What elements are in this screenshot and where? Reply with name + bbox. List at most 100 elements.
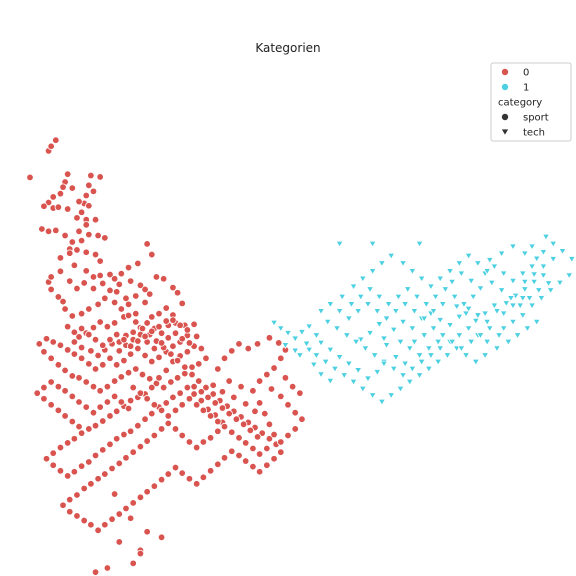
point-sport-224 — [130, 449, 137, 456]
point-tech-158 — [533, 319, 540, 325]
point-sport-91 — [146, 291, 153, 298]
point-tech-191 — [557, 280, 564, 286]
point-sport-309 — [135, 338, 142, 345]
point-sport-196 — [113, 435, 120, 442]
point-tech-182 — [472, 318, 479, 324]
point-tech-177 — [336, 355, 343, 361]
point-sport-135 — [64, 347, 71, 354]
point-tech-88 — [447, 269, 454, 275]
point-sport-383 — [34, 390, 41, 397]
point-sport-181 — [78, 430, 85, 437]
point-sport-104 — [95, 352, 102, 359]
point-sport-70 — [95, 301, 102, 308]
point-tech-10 — [296, 353, 303, 359]
point-sport-345 — [236, 434, 243, 441]
point-sport-295 — [151, 345, 158, 352]
point-sport-27 — [83, 222, 90, 229]
point-sport-219 — [165, 420, 172, 427]
point-tech-49 — [529, 264, 536, 270]
point-tech-53 — [521, 251, 528, 257]
point-tech-51 — [498, 251, 505, 257]
point-sport-50 — [111, 275, 118, 282]
point-sport-334 — [158, 407, 165, 414]
point-tech-181 — [463, 311, 470, 317]
point-sport-229 — [95, 475, 102, 482]
point-sport-96 — [104, 323, 111, 330]
point-sport-328 — [219, 388, 226, 395]
point-tech-48 — [519, 271, 526, 277]
point-tech-85 — [418, 276, 425, 282]
point-sport-406 — [299, 416, 306, 423]
point-tech-96 — [411, 309, 418, 315]
point-tech-54 — [533, 256, 540, 262]
point-sport-192 — [86, 459, 93, 466]
point-sport-246 — [144, 488, 151, 495]
point-sport-48 — [97, 272, 104, 279]
point-tech-60 — [458, 271, 465, 277]
point-sport-253 — [193, 481, 200, 488]
point-sport-342 — [215, 418, 222, 425]
point-tech-45 — [491, 264, 498, 270]
point-sport-240 — [102, 521, 109, 528]
point-sport-87 — [116, 281, 123, 288]
point-sport-152 — [125, 369, 132, 376]
point-tech-183 — [482, 311, 489, 317]
point-tech-83 — [400, 261, 407, 267]
point-tech-21 — [400, 319, 407, 325]
point-sport-411 — [266, 421, 273, 428]
point-tech-128 — [463, 353, 470, 359]
point-tech-147 — [430, 326, 437, 332]
point-sport-364 — [158, 534, 165, 541]
point-sport-150 — [111, 378, 118, 385]
point-sport-183 — [64, 440, 71, 447]
point-sport-43 — [66, 250, 73, 257]
point-sport-6 — [60, 184, 67, 191]
point-tech-153 — [486, 326, 493, 332]
point-sport-80 — [57, 268, 64, 275]
point-sport-138 — [43, 335, 50, 342]
point-tech-124 — [484, 339, 491, 345]
point-tech-71 — [395, 294, 402, 300]
point-sport-60 — [179, 300, 186, 307]
point-sport-297 — [165, 335, 172, 342]
point-sport-130 — [99, 361, 106, 368]
point-sport-388 — [69, 418, 76, 425]
point-tech-110 — [353, 339, 360, 345]
point-sport-151 — [118, 374, 125, 381]
point-sport-93 — [132, 310, 139, 317]
point-sport-197 — [121, 431, 128, 438]
point-tech-47 — [510, 278, 517, 284]
point-sport-170 — [156, 375, 163, 382]
point-sport-320 — [215, 366, 222, 373]
point-sport-412 — [261, 410, 268, 417]
point-tech-36 — [540, 273, 547, 279]
point-sport-243 — [123, 505, 130, 512]
point-tech-4 — [299, 330, 306, 336]
point-sport-161 — [189, 364, 196, 371]
point-tech-87 — [437, 276, 444, 282]
point-sport-120 — [170, 343, 177, 350]
point-tech-91 — [474, 261, 481, 267]
legend-marker-hue-0 — [502, 69, 509, 76]
point-sport-232 — [74, 492, 81, 499]
point-sport-312 — [113, 331, 120, 338]
point-tech-13 — [318, 372, 325, 378]
point-sport-322 — [238, 383, 245, 390]
point-tech-102 — [355, 309, 362, 315]
point-tech-136 — [388, 393, 395, 399]
point-tech-134 — [406, 379, 413, 385]
point-sport-98 — [90, 324, 97, 331]
point-sport-350 — [254, 434, 261, 441]
point-tech-77 — [339, 294, 346, 300]
point-sport-67 — [123, 295, 130, 302]
point-tech-194 — [568, 257, 575, 263]
point-sport-0 — [53, 137, 60, 144]
point-sport-373 — [104, 399, 111, 406]
point-sport-147 — [90, 383, 97, 390]
point-sport-384 — [41, 395, 48, 402]
point-sport-52 — [125, 264, 132, 271]
point-tech-65 — [451, 294, 458, 300]
point-tech-58 — [540, 250, 547, 256]
point-sport-238 — [88, 521, 95, 528]
point-sport-239 — [95, 527, 102, 534]
